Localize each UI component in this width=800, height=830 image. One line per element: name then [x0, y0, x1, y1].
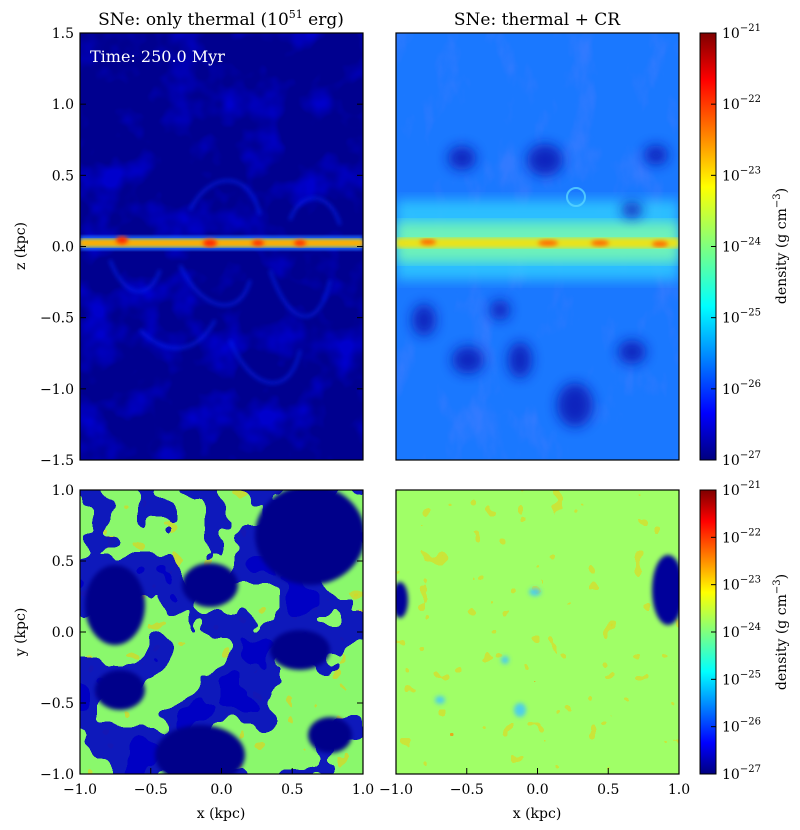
density-map-edge-on-thermal — [80, 33, 363, 460]
y-tick-label: 1.0 — [52, 97, 74, 113]
y-tick-label: −0.5 — [40, 311, 74, 327]
y-tick-label: 1.0 — [52, 483, 74, 499]
y-tick-label: −1.5 — [40, 453, 74, 469]
y-axis-label-y: y (kpc) — [13, 608, 29, 658]
panel-face-on-thermal: y (kpc) x (kpc) −1.0 −0.5 0.0 0.5 1.0 −1.0 −0… — [13, 483, 374, 822]
colorbar-tick-label: 10−24 — [722, 237, 761, 256]
x-axis-label-right: x (kpc) — [513, 806, 562, 822]
colorbar-bottom-label: density (g cm−3) — [772, 574, 790, 690]
colorbar-tick-label: 10−26 — [722, 379, 761, 398]
x-axis-label-left: x (kpc) — [197, 806, 246, 822]
colorbar-tick-label: 10−21 — [722, 23, 761, 42]
colorbar-top: 10−27 10−26 10−25 10−24 10−23 10−22 10−21 dens… — [699, 23, 790, 469]
y-tick-label: 0.0 — [52, 625, 74, 641]
panel-title-thermal: SNe: only thermal (1051 erg) — [98, 8, 344, 30]
y-tick-label: −1.0 — [40, 382, 74, 398]
panel-edge-on-cr: SNe: thermal + CR — [395, 10, 680, 461]
y-tick-label: −1.0 — [40, 767, 74, 783]
density-map-face-on-cr — [396, 490, 679, 774]
y-ticks-edge-on: −1.5 −1.0 −0.5 0.0 0.5 1.0 1.5 — [40, 26, 363, 469]
colorbar-top-ticks: 10−27 10−26 10−25 10−24 10−23 10−22 10−21 — [711, 23, 761, 469]
colorbar-top-label: density (g cm−3) — [772, 188, 790, 304]
colorbar-tick-label: 10−25 — [722, 308, 761, 327]
y-tick-label: 0.5 — [52, 168, 74, 184]
x-tick-label: 1.0 — [352, 782, 374, 798]
colorbar-tick-label: 10−24 — [722, 622, 761, 641]
x-tick-label: 0.0 — [210, 782, 232, 798]
x-tick-label: −1.0 — [379, 782, 413, 798]
y-tick-label: 0.0 — [52, 240, 74, 256]
panel-title-cr: SNe: thermal + CR — [454, 10, 621, 30]
colorbar-bottom-ticks: 10−27 10−26 10−25 10−24 10−23 10−22 10−21 — [711, 480, 761, 783]
colorbar-tick-label: 10−25 — [722, 669, 761, 688]
y-axis-label-z: z (kpc) — [13, 222, 29, 270]
colorbar-tick-label: 10−21 — [722, 480, 761, 499]
x-tick-label: −1.0 — [63, 782, 97, 798]
colorbar-tick-label: 10−27 — [722, 764, 761, 783]
x-tick-label: −0.5 — [450, 782, 484, 798]
y-ticks-face-on: −1.0 −0.5 0.0 0.5 1.0 — [40, 483, 363, 783]
x-tick-label: −0.5 — [134, 782, 168, 798]
colorbar-bottom: 10−27 10−26 10−25 10−24 10−23 10−22 10−21 dens… — [699, 480, 790, 783]
colorbar-tick-label: 10−22 — [722, 94, 761, 113]
colorbar-tick-label: 10−22 — [722, 527, 761, 546]
x-ticks-face-on-right: −1.0 −0.5 0.0 0.5 1.0 — [379, 768, 690, 798]
density-map-face-on-thermal — [80, 490, 363, 774]
x-tick-label: 1.0 — [668, 782, 690, 798]
y-tick-label: 1.5 — [52, 26, 74, 42]
y-tick-label: 0.5 — [52, 554, 74, 570]
colorbar-tick-label: 10−27 — [722, 450, 761, 469]
x-ticks-face-on-left: −1.0 −0.5 0.0 0.5 1.0 — [63, 768, 374, 798]
panel-face-on-cr: x (kpc) −1.0 −0.5 0.0 0.5 1.0 — [379, 489, 690, 822]
x-tick-label: 0.5 — [597, 782, 619, 798]
colorbar-tick-label: 10−23 — [722, 165, 761, 184]
time-annotation: Time: 250.0 Myr — [90, 47, 225, 66]
x-tick-label: 0.5 — [281, 782, 303, 798]
y-tick-label: −0.5 — [40, 696, 74, 712]
density-map-edge-on-cr — [396, 33, 679, 460]
colorbar-tick-label: 10−23 — [722, 575, 761, 594]
panel-edge-on-thermal: SNe: only thermal (1051 erg) Time: 250.0… — [13, 8, 364, 469]
x-tick-label: 0.0 — [526, 782, 548, 798]
colorbar-tick-label: 10−26 — [722, 717, 761, 736]
